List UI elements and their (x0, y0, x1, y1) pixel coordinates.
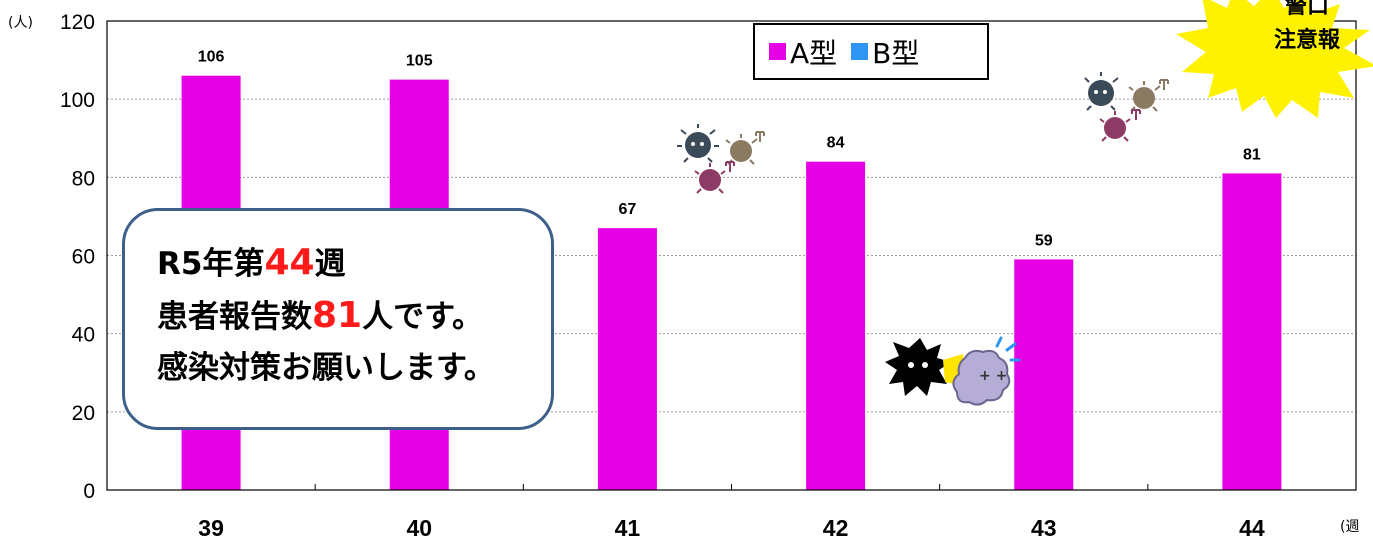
x-tick-label: 43 (1031, 515, 1057, 540)
y-tick-label: 20 (72, 402, 95, 425)
alert-badge-line-1: 警口 (1284, 0, 1329, 19)
x-tick-label: 42 (823, 515, 849, 540)
y-tick-labels: 0 20 40 60 80 100 120 (60, 11, 95, 503)
germ-cluster-icon (1084, 72, 1169, 142)
x-tick-label: 40 (406, 515, 432, 540)
x-tick-label: 41 (615, 515, 641, 540)
y-tick-label: 40 (72, 324, 95, 347)
x-axis-unit: (週 (1340, 519, 1359, 535)
y-tick-label: 100 (60, 89, 95, 112)
callout-box: R5年第44週 患者報告数81人です。 感染対策お願いします。 (122, 208, 554, 430)
bars (181, 75, 1282, 491)
svg-text:+ +: + + (979, 368, 1007, 384)
callout-text: 患者報告数 (157, 299, 312, 335)
legend-label-b: B型 (872, 36, 920, 70)
bar (1014, 259, 1074, 490)
alert-badge-text: 警口 注意報 (1242, 0, 1372, 58)
callout-week-number: 44 (264, 242, 315, 283)
x-tick-label: 44 (1239, 515, 1265, 540)
callout-text: 週 (314, 246, 346, 282)
y-tick-label: 80 (72, 167, 95, 190)
data-labels: 106 105 67 84 59 81 (198, 49, 1261, 250)
germ-fight-icon: + + (885, 336, 1021, 406)
alert-badge-line-2: 注意報 (1273, 28, 1340, 53)
data-label: 106 (198, 49, 225, 66)
data-label: 84 (827, 135, 845, 152)
axes (106, 20, 1357, 491)
data-label: 105 (406, 53, 433, 70)
y-tick-label: 60 (72, 246, 95, 269)
data-label: 59 (1035, 232, 1053, 249)
bar (1222, 173, 1282, 491)
x-tick-labels: 39 40 41 42 43 44 (198, 515, 1265, 540)
burst-shape (1176, 0, 1373, 118)
data-label: 67 (619, 201, 637, 218)
y-axis-unit: (人) (8, 15, 33, 31)
germ-cluster-icon (677, 124, 765, 194)
y-tick-label: 0 (83, 480, 95, 503)
alert-burst-badge (1176, 0, 1373, 118)
legend-swatch-a (769, 43, 786, 60)
legend: A型 B型 (753, 23, 989, 80)
legend-swatch-b (851, 43, 869, 60)
x-tick-label: 39 (198, 515, 224, 540)
callout-line-1: R5年第44週 (157, 237, 551, 290)
callout-text: 人です。 (362, 299, 484, 335)
callout-line-2: 患者報告数81人です。 (157, 290, 551, 343)
y-tick-label: 120 (60, 11, 95, 34)
data-label: 81 (1243, 146, 1261, 163)
callout-line-3: 感染対策お願いします。 (157, 350, 495, 386)
bar (597, 228, 657, 490)
bar (806, 161, 866, 490)
callout-text: R5年第 (157, 246, 265, 282)
legend-label-a: A型 (790, 36, 838, 70)
legend-entry-a: A型 (769, 32, 837, 72)
legend-entry-b: B型 (851, 32, 919, 72)
callout-patient-count: 81 (312, 295, 363, 336)
